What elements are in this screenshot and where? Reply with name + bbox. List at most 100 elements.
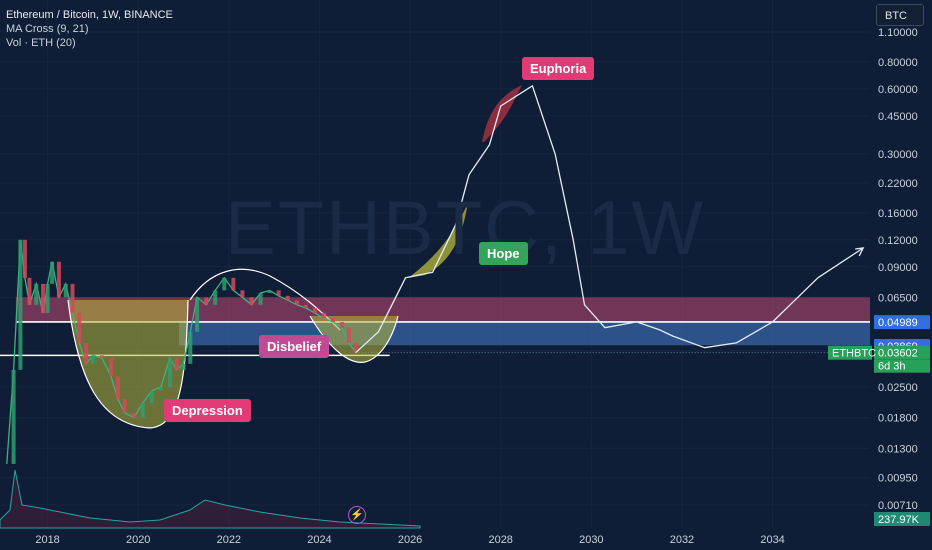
candle-19 <box>131 412 136 418</box>
candle-34 <box>258 293 263 305</box>
y-tick-label-7: 0.12000 <box>878 235 918 247</box>
hope-fill <box>408 202 468 278</box>
y-tick-label-11: 0.02500 <box>878 382 918 394</box>
x-tick-label-0: 2018 <box>35 534 59 546</box>
x-tick-label-1: 2020 <box>126 534 150 546</box>
euphoria-label: Euphoria <box>522 57 595 80</box>
y-tick-label-13: 0.01300 <box>878 443 918 455</box>
projection-line <box>355 85 864 354</box>
candle-44 <box>346 327 351 343</box>
y-tick-label-12: 0.01800 <box>878 413 918 425</box>
x-axis: 2018 2020 2022 2024 2026 2028 2030 2032 2034 <box>35 534 784 546</box>
volume-tag-box <box>874 512 930 526</box>
x-tick-label-6: 2030 <box>579 534 603 546</box>
price-tag-box-0 <box>874 315 930 330</box>
candle-39 <box>303 304 308 309</box>
countdown-box <box>874 359 930 373</box>
candle-35 <box>267 290 272 294</box>
price-line <box>6 239 357 464</box>
chart-legend: Ethereum / Bitcoin, 1W, BINANCE MA Cross… <box>6 8 173 50</box>
y-tick-label-4: 0.30000 <box>878 149 918 161</box>
candle-6 <box>41 283 46 313</box>
candle-20 <box>140 403 145 418</box>
currency-button[interactable]: BTC <box>876 4 924 26</box>
x-tick-label-8: 2034 <box>760 534 784 546</box>
candle-27 <box>195 297 200 332</box>
distribution-arc <box>189 268 341 331</box>
y-tick-label-15: 0.00710 <box>878 500 918 512</box>
price-tag-label-0: 0.04989 <box>878 317 918 329</box>
candle-12 <box>77 312 82 343</box>
candle-13 <box>84 342 89 364</box>
candle-43 <box>340 321 345 328</box>
candle-25 <box>181 363 186 370</box>
pattern-fills <box>67 85 522 429</box>
candle-10 <box>63 283 68 298</box>
candle-32 <box>240 290 245 298</box>
candle-5 <box>34 283 39 305</box>
candle-45 <box>353 342 358 353</box>
x-tick-label-5: 2028 <box>488 534 512 546</box>
y-tick-label-3: 0.45000 <box>878 111 918 123</box>
candle-22 <box>158 386 163 391</box>
candle-2 <box>18 239 23 370</box>
depression-label: Depression <box>164 399 251 422</box>
candle-3 <box>22 239 27 278</box>
price-bars <box>6 239 358 464</box>
legend-ma-cross[interactable]: MA Cross (9, 21) <box>6 23 89 35</box>
candle-9 <box>56 261 61 298</box>
countdown-label: 6d 3h <box>878 361 906 373</box>
candle-17 <box>115 376 120 399</box>
candle-4 <box>27 277 32 305</box>
candle-29 <box>213 290 218 305</box>
y-tick-label-14: 0.00950 <box>878 473 918 485</box>
price-tag-label-2: 0.03602 <box>878 348 918 360</box>
candle-21 <box>149 390 154 404</box>
candle-42 <box>331 318 336 322</box>
symbol-tag-label: ETHBTC <box>832 348 876 360</box>
candle-8 <box>50 261 55 284</box>
candle-41 <box>321 312 326 319</box>
volume-tag-label: 237.97K <box>878 514 920 526</box>
y-tick-label-5: 0.22000 <box>878 178 918 190</box>
candle-26 <box>188 331 193 364</box>
candle-24 <box>174 358 179 370</box>
candle-28 <box>204 297 209 305</box>
x-tick-label-7: 2032 <box>670 534 694 546</box>
y-tick-label-0: 1.10000 <box>878 27 918 39</box>
candle-36 <box>276 290 281 296</box>
candle-23 <box>167 358 172 387</box>
legend-symbol[interactable]: Ethereum / Bitcoin, 1W, BINANCE <box>6 9 173 21</box>
symbol-tag-box <box>828 345 872 360</box>
projection-path <box>355 85 865 354</box>
volume-area <box>0 469 421 529</box>
candle-31 <box>231 277 236 291</box>
volume-histogram <box>0 469 421 529</box>
candle-30 <box>222 277 227 291</box>
candle-18 <box>122 398 127 413</box>
candle-7 <box>45 283 50 313</box>
legend-volume[interactable]: Vol · ETH (20) <box>6 37 76 49</box>
candle-33 <box>249 297 254 305</box>
y-tick-label-8: 0.09000 <box>878 262 918 274</box>
price-tag-box-2 <box>874 345 930 360</box>
y-tick-label-2: 0.60000 <box>878 84 918 96</box>
y-tick-label-1: 0.80000 <box>878 57 918 69</box>
disbelief-fill <box>310 316 398 363</box>
hope-label: Hope <box>479 242 528 265</box>
depression-fill <box>68 300 188 428</box>
lightning-icon[interactable]: ⚡ <box>348 506 366 524</box>
projection-arrowhead <box>855 247 865 257</box>
x-tick-label-3: 2024 <box>307 534 331 546</box>
candle-14 <box>90 355 95 364</box>
y-tick-label-6: 0.16000 <box>878 208 918 220</box>
candle-1 <box>11 369 16 464</box>
candle-40 <box>312 308 317 313</box>
candle-37 <box>285 295 290 301</box>
x-tick-label-2: 2022 <box>217 534 241 546</box>
candle-11 <box>70 283 75 313</box>
candle-15 <box>99 355 104 359</box>
